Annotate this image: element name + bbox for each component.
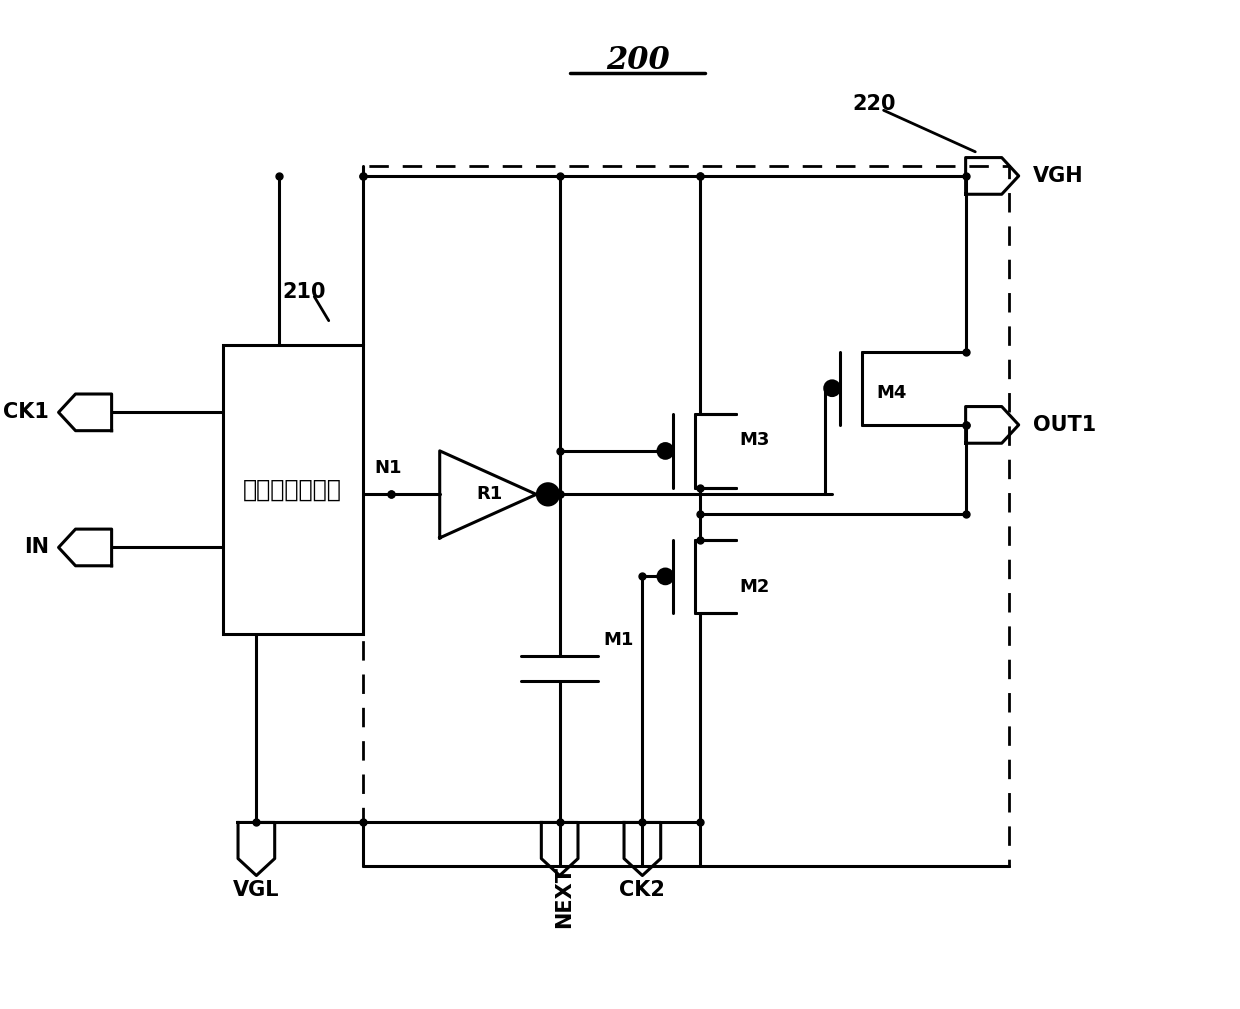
Circle shape xyxy=(537,483,558,504)
Circle shape xyxy=(658,444,673,458)
Text: IN: IN xyxy=(24,538,48,557)
Circle shape xyxy=(825,380,839,396)
Text: VGL: VGL xyxy=(233,880,279,900)
Text: 220: 220 xyxy=(852,94,895,114)
Text: CK2: CK2 xyxy=(620,880,666,900)
Text: 210: 210 xyxy=(283,282,326,302)
Text: 200: 200 xyxy=(605,44,670,76)
Text: OUT1: OUT1 xyxy=(1033,415,1096,435)
Text: N1: N1 xyxy=(374,459,402,477)
Text: CK1: CK1 xyxy=(2,403,48,423)
Text: M3: M3 xyxy=(739,431,770,449)
Bar xyxy=(362,166,1009,866)
Text: 节点电位控制器: 节点电位控制器 xyxy=(243,477,342,501)
Text: M4: M4 xyxy=(877,384,906,402)
Text: M2: M2 xyxy=(739,578,770,596)
Text: M1: M1 xyxy=(603,631,634,649)
Text: R1: R1 xyxy=(476,485,503,503)
Text: NEXT: NEXT xyxy=(554,866,574,928)
Circle shape xyxy=(658,569,673,584)
Text: VGH: VGH xyxy=(1033,165,1084,186)
Bar xyxy=(223,345,362,635)
